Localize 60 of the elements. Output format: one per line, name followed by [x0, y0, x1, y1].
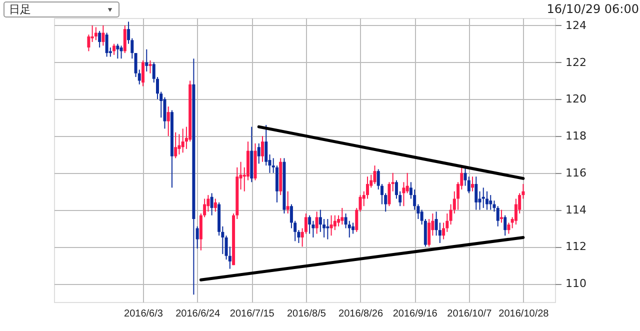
candlestick [402, 182, 406, 207]
x-tick-label: 2016/8/26 [338, 308, 384, 320]
candlestick [98, 30, 102, 48]
candlestick [315, 211, 318, 234]
candlestick [94, 26, 98, 41]
candlestick [105, 32, 108, 58]
candlestick [214, 198, 217, 212]
y-tick-label: 124 [566, 18, 586, 32]
candlestick [355, 207, 358, 232]
candlestick [123, 24, 126, 54]
x-tick-label: 2016/8/5 [286, 308, 326, 320]
candlestick [358, 194, 362, 212]
candlestick [116, 43, 120, 60]
candlestick [340, 207, 344, 226]
x-tick-label: 2016/10/7 [447, 308, 492, 320]
candlestick [257, 142, 260, 164]
x-tick-label: 2016/7/15 [230, 308, 275, 320]
candlestick [388, 182, 391, 207]
text: 16/10/29 06:00 [546, 2, 639, 16]
text: 日足 [9, 3, 31, 16]
candlestick [474, 176, 478, 210]
candlestick [308, 214, 312, 234]
y-tick-label: 120 [566, 92, 586, 106]
candlestick [352, 222, 355, 234]
candlestick [87, 34, 90, 52]
candlestick [489, 194, 492, 210]
candlestick [391, 172, 394, 192]
candlestick [373, 165, 376, 184]
x-tick-label: 2016/10/28 [498, 308, 550, 320]
candlestick [500, 209, 503, 224]
candlestick [166, 106, 170, 137]
candlestick [120, 45, 123, 60]
candlestick [406, 172, 409, 194]
candlestick [210, 192, 214, 216]
candlestick [507, 222, 510, 234]
y-tick-label: 116 [566, 166, 586, 180]
x-tick-label: 2016/6/24 [176, 308, 220, 320]
x-tick-label: 2016/9/16 [392, 308, 438, 320]
x-tick-label: 2016/6/3 [124, 308, 164, 320]
candlestick [142, 60, 145, 87]
candlestick [145, 48, 148, 72]
candlestick [286, 190, 290, 214]
candlestick [181, 128, 184, 154]
candlestick [485, 190, 488, 210]
candlestick [504, 214, 507, 236]
candlestick [148, 60, 152, 74]
candlestick [178, 134, 181, 155]
candlestick [102, 24, 105, 46]
candlestick [196, 226, 199, 250]
candlestick [112, 43, 116, 56]
y-tick-label: 112 [566, 240, 586, 254]
y-tick-label: 118 [566, 130, 586, 143]
candlestick [260, 136, 264, 162]
y-tick-label: 114 [566, 203, 586, 216]
candlestick [330, 214, 333, 236]
y-tick-label: 110 [566, 277, 586, 290]
y-tick-label: 122 [566, 56, 586, 69]
candlestick [471, 176, 474, 192]
candlestick [174, 132, 178, 159]
candlestick [496, 206, 500, 227]
